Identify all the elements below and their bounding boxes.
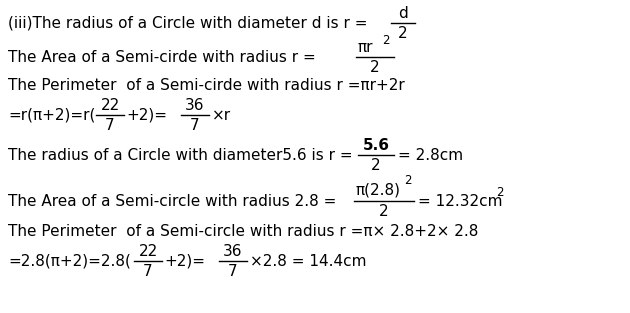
Text: 36: 36 [223,244,243,259]
Text: d: d [398,6,408,20]
Text: 2: 2 [382,33,389,47]
Text: The Area of a Semi-cirde with radius r =: The Area of a Semi-cirde with radius r = [8,49,316,64]
Text: =r(π+2)=r(: =r(π+2)=r( [8,107,95,122]
Text: 2: 2 [496,187,503,199]
Text: ×r: ×r [212,107,231,122]
Text: 2: 2 [404,175,411,187]
Text: 22: 22 [100,98,120,112]
Text: ×2.8 = 14.4cm: ×2.8 = 14.4cm [250,254,367,269]
Text: = 12.32cm: = 12.32cm [418,193,503,208]
Text: πr: πr [358,39,374,54]
Text: 2: 2 [371,157,381,172]
Text: 22: 22 [139,244,158,259]
Text: +2)=: +2)= [164,254,205,269]
Text: = 2.8cm: = 2.8cm [398,147,463,162]
Text: 7: 7 [190,117,200,132]
Text: 5.6: 5.6 [362,137,389,152]
Text: π(2.8): π(2.8) [356,182,401,198]
Text: 7: 7 [228,264,238,279]
Text: 2: 2 [398,25,408,40]
Text: 2: 2 [379,204,389,219]
Text: The Area of a Semi-circle with radius 2.8 =: The Area of a Semi-circle with radius 2.… [8,193,336,208]
Text: The radius of a Circle with diameter5.6 is r =: The radius of a Circle with diameter5.6 … [8,147,357,162]
Text: 7: 7 [105,117,115,132]
Text: 2: 2 [370,59,380,74]
Text: The Perimeter  of a Semi-cirde with radius r =πr+2r: The Perimeter of a Semi-cirde with radiu… [8,78,404,93]
Text: The Perimeter  of a Semi-circle with radius r =π× 2.8+2× 2.8: The Perimeter of a Semi-circle with radi… [8,223,478,239]
Text: =2.8(π+2)=2.8(: =2.8(π+2)=2.8( [8,254,131,269]
Text: 36: 36 [185,98,205,112]
Text: +2)=: +2)= [126,107,167,122]
Text: 7: 7 [143,264,153,279]
Text: (iii)The radius of a Circle with diameter d is r =: (iii)The radius of a Circle with diamete… [8,16,372,30]
